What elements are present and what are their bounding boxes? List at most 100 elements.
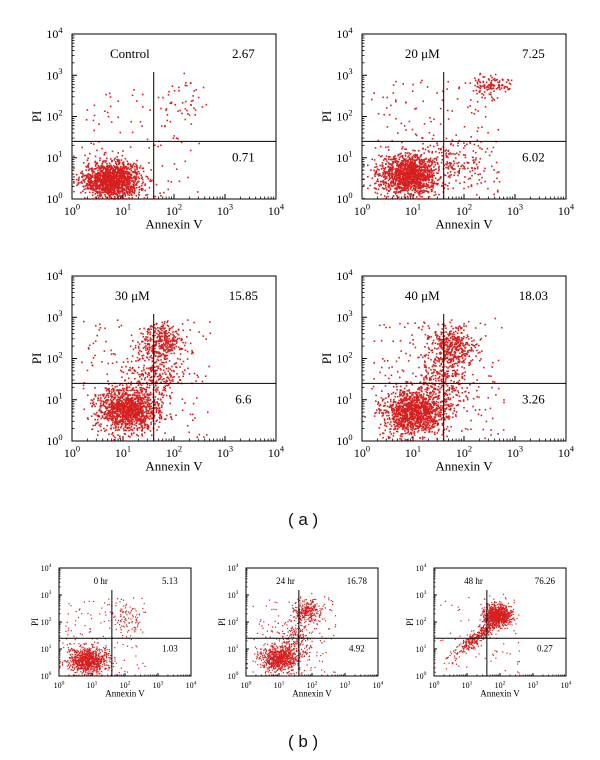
event-dot [152, 396, 154, 398]
event-dot [421, 196, 423, 198]
event-dot [422, 159, 425, 161]
event-dot [96, 185, 99, 188]
event-dot [394, 175, 397, 178]
event-dot [110, 428, 112, 430]
event-dot [128, 173, 131, 176]
event-dot [367, 164, 369, 167]
event-dot [404, 182, 406, 185]
event-dot [478, 78, 480, 81]
event-dot [402, 164, 404, 166]
event-dot [483, 170, 485, 172]
event-dot [420, 81, 422, 84]
event-dot [149, 340, 152, 342]
event-dot [400, 182, 403, 184]
event-dot [402, 167, 404, 170]
event-dot [144, 425, 146, 427]
event-dot [492, 78, 495, 81]
event-dot [431, 176, 434, 179]
event-dot [375, 166, 378, 168]
event-dot [136, 397, 138, 399]
event-dot [116, 399, 118, 402]
event-dot [409, 175, 412, 178]
event-dot [111, 411, 114, 414]
event-dot [166, 341, 168, 344]
event-dot [89, 184, 91, 187]
event-dot [125, 384, 128, 386]
event-dot [410, 162, 412, 164]
event-dot [114, 157, 116, 160]
event-dot [87, 182, 89, 185]
event-dot [105, 160, 107, 162]
event-dot [102, 180, 105, 183]
event-dot [393, 183, 396, 186]
event-dot [92, 191, 94, 194]
event-dot [160, 339, 162, 342]
event-dot [79, 182, 81, 184]
event-dot [425, 185, 427, 187]
event-dot [107, 417, 110, 420]
event-dot [129, 398, 131, 400]
event-dot [144, 342, 146, 345]
event-dot [154, 404, 157, 406]
event-dot [94, 155, 97, 158]
event-dot [127, 163, 129, 165]
event-dot [138, 180, 140, 183]
event-dot [154, 195, 157, 198]
event-dot [111, 176, 113, 178]
event-dot [145, 399, 148, 401]
event-dot [165, 418, 167, 420]
event-dot [106, 406, 108, 408]
event-dot [449, 171, 452, 173]
event-dot [489, 74, 492, 77]
event-dot [412, 149, 414, 152]
event-dot [387, 166, 389, 168]
event-dot [441, 99, 444, 102]
event-dot [172, 340, 174, 343]
event-dot [95, 179, 97, 182]
event-dot [147, 328, 149, 331]
event-dot [115, 413, 118, 416]
event-dot [397, 160, 400, 163]
event-dot [475, 194, 478, 196]
event-dot [137, 176, 139, 178]
event-dot [496, 177, 498, 180]
event-dot [99, 408, 101, 410]
event-dot [90, 187, 92, 189]
event-dot [399, 153, 401, 155]
event-dot [184, 160, 187, 163]
event-dot [487, 78, 490, 80]
event-dot [116, 416, 118, 419]
event-dot [109, 390, 111, 393]
event-dot [120, 167, 122, 170]
event-dot [443, 164, 446, 167]
event-dot [374, 182, 376, 185]
event-dot [397, 169, 400, 171]
event-dot [383, 113, 385, 116]
event-dot [98, 165, 100, 168]
event-dot [145, 417, 147, 420]
event-dot [107, 115, 110, 118]
event-dot [111, 150, 114, 153]
event-dot [107, 168, 109, 170]
event-dot [394, 171, 396, 174]
event-dot [147, 343, 149, 345]
event-dot [120, 399, 123, 402]
event-dot [99, 191, 101, 193]
event-dot [386, 126, 389, 128]
event-dot [181, 323, 184, 325]
event-dot [425, 179, 428, 181]
event-dot [85, 119, 88, 121]
event-dot [433, 194, 436, 197]
event-dot [106, 157, 108, 160]
event-dot [421, 179, 424, 181]
event-dot [135, 405, 137, 407]
event-dot [129, 163, 132, 166]
event-dot [171, 85, 174, 87]
event-dot [88, 181, 90, 183]
event-dot [186, 84, 188, 87]
event-dot [398, 164, 400, 166]
event-dot [409, 194, 411, 196]
event-dot [405, 180, 407, 182]
event-dot [467, 186, 470, 188]
event-dot [425, 167, 428, 169]
